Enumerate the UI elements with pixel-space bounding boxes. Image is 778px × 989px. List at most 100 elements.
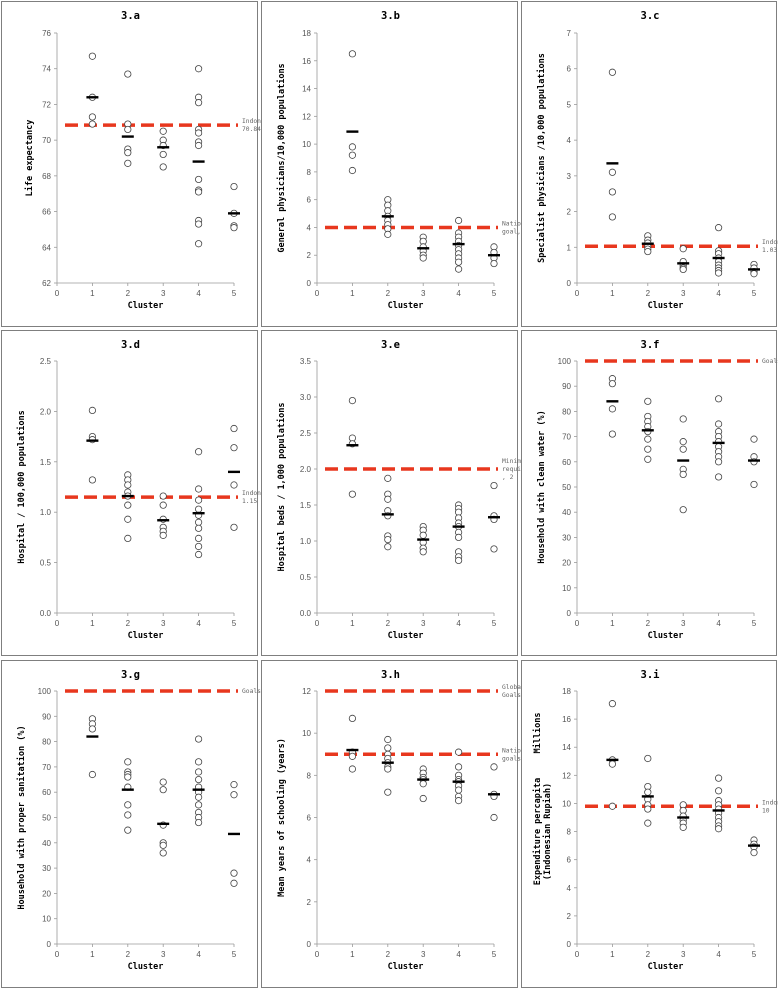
reference-label-line: 1.15 (242, 498, 257, 505)
data-point (608, 213, 617, 221)
data-point (195, 518, 203, 526)
data-point (159, 841, 167, 849)
data-point (195, 524, 203, 532)
x-tick-label: 5 (752, 950, 757, 959)
x-axis-label: Cluster (388, 301, 424, 311)
y-tick-label: 6 (567, 856, 572, 865)
y-axis-label: Specialist physicians /10,000 population… (536, 53, 547, 263)
data-point (715, 787, 723, 795)
x-tick-label: 0 (575, 619, 580, 628)
x-axis-label: Cluster (648, 962, 684, 972)
y-tick-label: 90 (42, 712, 51, 721)
data-point (679, 445, 687, 453)
data-point (195, 99, 203, 107)
data-point (679, 438, 687, 446)
data-point (195, 542, 203, 551)
data-point (750, 480, 758, 489)
x-tick-label: 1 (350, 619, 355, 628)
y-tick-label: 20 (562, 559, 571, 568)
data-point (195, 220, 203, 228)
y-tick-label: 0.0 (40, 609, 52, 618)
chart-3d-svg: 3.d 0.0 0.5 1.0 1.5 2.0 2.5 0 1 2 3 4 5 Cluster Hospit… (16, 339, 280, 641)
data-point (230, 523, 238, 531)
x-tick-label: 4 (716, 289, 721, 298)
x-tick-label: 4 (456, 289, 461, 298)
data-point (490, 259, 498, 268)
y-tick-label: 1.5 (40, 458, 52, 467)
y-tick-label: 10 (562, 584, 571, 593)
data-point (195, 188, 203, 196)
x-tick-label: 4 (456, 950, 461, 959)
y-tick-label: 2.5 (300, 429, 312, 438)
data-point (679, 506, 687, 514)
x-tick-label: 2 (386, 619, 391, 628)
data-point (195, 775, 203, 784)
data-point (608, 760, 617, 768)
data-point (195, 768, 203, 776)
y-tick-label: 66 (42, 208, 51, 217)
x-tick-label: 2 (646, 289, 651, 298)
data-point (348, 397, 357, 405)
data-point (195, 505, 203, 513)
x-axis-label: Cluster (128, 631, 164, 641)
reference-label-line: Indonesia, (242, 490, 280, 497)
data-point (715, 473, 723, 481)
y-axis-unit-label: Millions (532, 713, 543, 754)
reference-label-line: 1.03 (762, 247, 777, 254)
y-tick-label: 12 (302, 112, 311, 121)
data-point (195, 758, 203, 766)
y-tick-label: 30 (42, 864, 51, 873)
y-tick-label: 1.0 (40, 508, 52, 517)
reference-label: Indonesia,70.84 (242, 118, 280, 133)
y-tick-label: 4 (567, 136, 572, 145)
chart-title: 3.g (121, 669, 140, 681)
data-point (715, 825, 723, 833)
y-axis-label-line: Expenditure percapita (532, 778, 543, 885)
data-point (348, 714, 357, 723)
data-point (455, 533, 463, 541)
data-point (195, 240, 203, 248)
y-tick-label: 0 (307, 940, 312, 949)
x-tick-label: 2 (646, 950, 651, 959)
x-tick-label: 3 (421, 619, 426, 628)
data-point (644, 247, 652, 256)
x-tick-label: 5 (492, 619, 497, 628)
y-tick-label: 68 (42, 172, 51, 181)
data-point (230, 182, 238, 191)
data-point (490, 763, 498, 771)
reference-label-line: goal, 4 (502, 228, 529, 235)
data-point (124, 515, 132, 523)
x-tick-label: 2 (126, 619, 131, 628)
data-point (124, 70, 132, 78)
x-tick-label: 0 (55, 619, 60, 628)
y-tick-label: 40 (42, 839, 51, 848)
y-tick-label: 2 (567, 912, 572, 921)
data-point (159, 531, 167, 539)
x-tick-label: 0 (315, 950, 320, 959)
reference-label-line: Indonesia, (762, 239, 778, 246)
x-tick-label: 5 (232, 619, 237, 628)
data-point (124, 773, 132, 781)
data-point (490, 545, 498, 553)
chart-title: 3.a (121, 10, 140, 22)
data-point (159, 501, 167, 509)
reference-label: Indonesia,1.03 (762, 239, 778, 254)
y-tick-label: 2 (307, 898, 312, 907)
reference-label-line: National (502, 220, 533, 227)
data-point (455, 258, 463, 266)
x-axis-label: Cluster (388, 962, 424, 972)
chart-title: 3.d (121, 339, 140, 351)
x-tick-label: 3 (161, 619, 166, 628)
data-point (88, 52, 97, 60)
data-point (715, 458, 723, 466)
reference-label-line: , 2 (502, 474, 514, 481)
y-tick-label: 6 (567, 65, 572, 74)
x-axis-label: Cluster (128, 301, 164, 311)
y-tick-label: 14 (302, 85, 311, 94)
data-point (679, 415, 687, 423)
data-point (159, 786, 167, 794)
data-point (644, 754, 652, 763)
x-tick-label: 1 (610, 619, 615, 628)
x-tick-label: 2 (126, 950, 131, 959)
